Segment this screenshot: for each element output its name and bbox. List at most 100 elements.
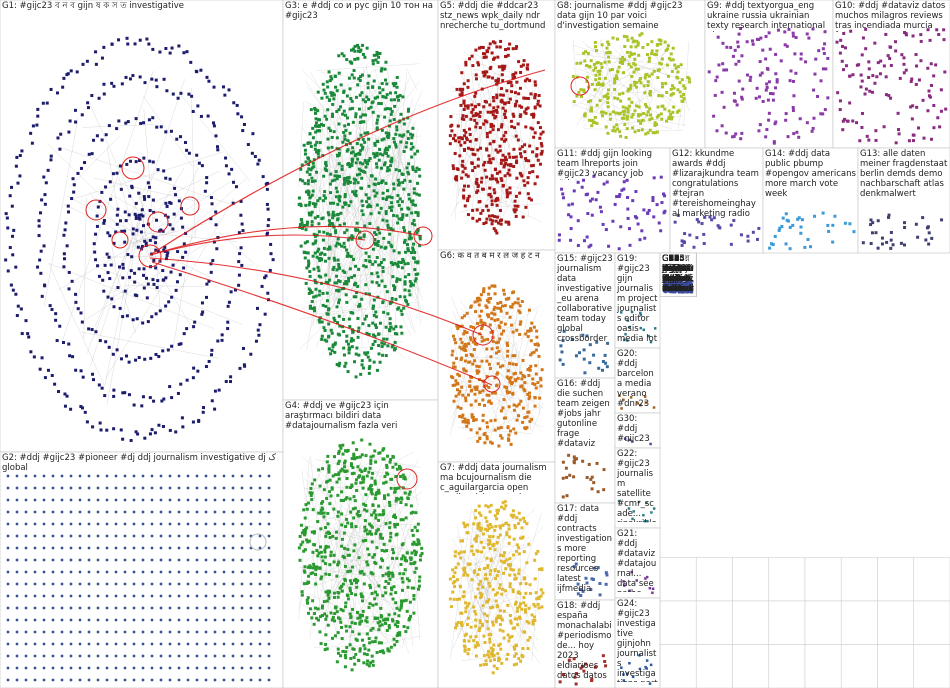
node: [487, 193, 491, 197]
node: [207, 279, 211, 283]
node: [524, 427, 528, 431]
edge: [477, 557, 490, 607]
node: [213, 618, 217, 622]
node: [378, 360, 382, 364]
node: [505, 341, 509, 345]
node: [492, 99, 496, 103]
node: [249, 606, 253, 610]
node: [497, 616, 501, 620]
node: [499, 309, 503, 313]
node: [333, 350, 337, 354]
node: [195, 153, 199, 157]
node: [326, 247, 330, 251]
node: [592, 63, 596, 67]
node: [472, 570, 476, 574]
node: [410, 211, 414, 215]
edge: [473, 68, 529, 151]
node: [318, 484, 322, 488]
node: [403, 491, 407, 495]
node: [483, 160, 487, 164]
edge: [336, 454, 342, 640]
node: [480, 324, 484, 328]
node: [462, 332, 466, 336]
node: [386, 618, 390, 622]
node: [502, 507, 506, 511]
node: [418, 174, 422, 178]
node: [523, 577, 527, 581]
node: [493, 428, 497, 432]
node: [462, 188, 466, 192]
node: [416, 541, 420, 545]
node: [339, 608, 343, 612]
node: [132, 570, 136, 574]
node: [460, 415, 464, 419]
edge: [371, 451, 414, 476]
node: [500, 304, 504, 308]
node: [127, 360, 131, 364]
node: [404, 503, 408, 507]
node: [399, 261, 403, 265]
node: [177, 199, 181, 203]
node: [369, 661, 373, 665]
node: [351, 146, 355, 150]
node: [505, 354, 509, 358]
node: [539, 142, 543, 146]
node: [159, 498, 163, 502]
node: [471, 325, 475, 329]
node: [380, 344, 384, 348]
node: [327, 126, 331, 130]
node: [350, 483, 354, 487]
node: [384, 197, 388, 201]
node: [114, 678, 118, 682]
node: [411, 510, 415, 514]
node: [408, 234, 412, 238]
node: [267, 546, 271, 550]
node: [402, 306, 406, 310]
node: [383, 151, 387, 155]
node: [403, 477, 407, 481]
node: [414, 511, 418, 515]
node: [508, 613, 512, 617]
node: [368, 466, 372, 470]
node: [518, 311, 522, 315]
node: [51, 546, 55, 550]
node: [606, 40, 610, 44]
node: [337, 451, 341, 455]
edge: [604, 39, 682, 116]
node: [324, 617, 328, 621]
node: [231, 498, 235, 502]
node: [492, 284, 496, 288]
node: [373, 497, 377, 501]
node: [327, 223, 331, 227]
node: [328, 278, 332, 282]
node: [377, 628, 381, 632]
node: [628, 104, 632, 108]
node: [6, 486, 10, 490]
edge: [303, 233, 401, 290]
node: [347, 204, 351, 208]
node: [311, 571, 315, 575]
node: [535, 597, 539, 601]
node: [379, 606, 383, 610]
node: [495, 231, 499, 235]
node: [317, 129, 321, 133]
node: [393, 612, 397, 616]
node: [227, 88, 231, 92]
node: [356, 579, 360, 583]
node: [51, 606, 55, 610]
node: [508, 361, 512, 365]
node: [44, 181, 48, 185]
node: [411, 168, 415, 172]
node: [389, 586, 393, 590]
node: [69, 522, 73, 526]
node: [508, 155, 512, 159]
node: [414, 277, 418, 281]
node: [451, 590, 455, 594]
node: [361, 477, 365, 481]
node: [322, 174, 326, 178]
node: [142, 121, 146, 125]
node: [507, 527, 511, 531]
node: [324, 534, 328, 538]
node: [177, 582, 181, 586]
node: [321, 238, 325, 242]
